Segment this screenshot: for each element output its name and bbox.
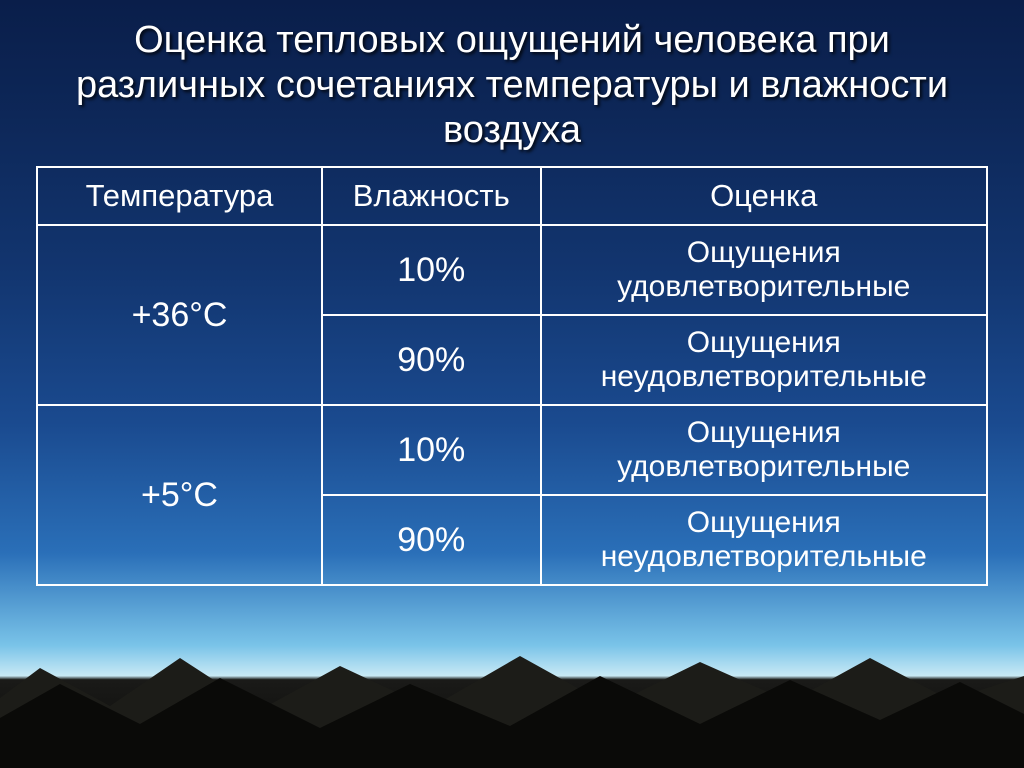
- thermal-table: Температура Влажность Оценка +36°С 10% О…: [36, 166, 988, 586]
- cell-assessment: Ощущения удовлетворительные: [541, 405, 988, 495]
- cell-temperature: +36°С: [37, 225, 322, 405]
- slide: Оценка тепловых ощущений человека при ра…: [0, 0, 1024, 768]
- table-row: +5°С 10% Ощущения удовлетворительные: [37, 405, 987, 495]
- cell-assessment: Ощущения неудовлетворительные: [541, 495, 988, 585]
- cell-humidity: 10%: [322, 405, 541, 495]
- col-temperature: Температура: [37, 167, 322, 225]
- cell-humidity: 90%: [322, 495, 541, 585]
- cell-humidity: 90%: [322, 315, 541, 405]
- cell-assessment: Ощущения неудовлетворительные: [541, 315, 988, 405]
- table-header-row: Температура Влажность Оценка: [37, 167, 987, 225]
- table-row: +36°С 10% Ощущения удовлетворительные: [37, 225, 987, 315]
- slide-title: Оценка тепловых ощущений человека при ра…: [36, 18, 988, 152]
- cell-humidity: 10%: [322, 225, 541, 315]
- cell-assessment: Ощущения удовлетворительные: [541, 225, 988, 315]
- col-assessment: Оценка: [541, 167, 988, 225]
- cell-temperature: +5°С: [37, 405, 322, 585]
- col-humidity: Влажность: [322, 167, 541, 225]
